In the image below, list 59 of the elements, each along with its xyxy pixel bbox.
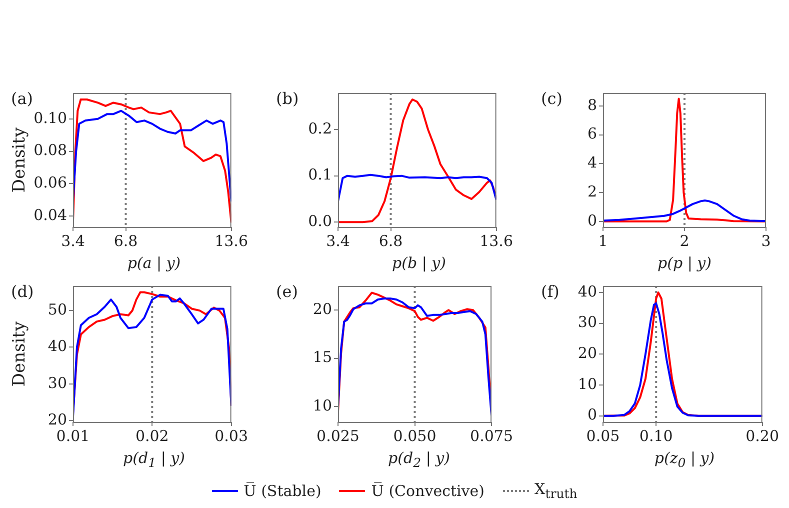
y-tick-label: 0.1 bbox=[308, 166, 332, 184]
x-axis-title: p(p | y) bbox=[656, 254, 712, 272]
x-tick-label: 0.075 bbox=[470, 426, 514, 445]
x-tick-label: 0.20 bbox=[746, 426, 780, 445]
y-tick-label: 0.10 bbox=[34, 108, 67, 127]
y-tick-label: 4 bbox=[587, 154, 597, 172]
x-tick-label: 6.8 bbox=[114, 232, 138, 250]
x-axis-title: p(z$_{0}$ | y) bbox=[653, 449, 716, 470]
x-tick-label: 3.4 bbox=[326, 232, 350, 250]
y-tick-label: 0.0 bbox=[308, 212, 332, 230]
y-axis-title: Density bbox=[10, 320, 30, 387]
y-tick-label: 8 bbox=[587, 96, 597, 114]
y-tick-label: 10 bbox=[578, 374, 597, 393]
x-tick-label: 13.6 bbox=[214, 232, 248, 250]
y-tick-label: 0 bbox=[587, 211, 597, 230]
x-tick-label: 0.01 bbox=[56, 426, 90, 445]
x-tick-label: 3.4 bbox=[61, 232, 85, 250]
x-axis-title: p(a | y) bbox=[126, 254, 182, 272]
x-tick-label: 13.6 bbox=[480, 232, 514, 250]
x-axis-title: p(d$_{2}$ | y) bbox=[387, 449, 451, 470]
y-tick-label: 0 bbox=[587, 406, 597, 424]
x-tick-label: 6.8 bbox=[378, 232, 403, 250]
x-tick-label: 1 bbox=[598, 232, 608, 250]
x-tick-label: 0.02 bbox=[135, 426, 169, 445]
legend-label: U̅ (Convective) bbox=[371, 482, 485, 500]
x-tick-label: 3 bbox=[761, 232, 771, 250]
chart-title: (f) bbox=[541, 282, 560, 301]
x-tick-label: 2 bbox=[680, 232, 690, 250]
legend-label: U̅ (Stable) bbox=[244, 482, 322, 500]
x-axis-title: p(d$_{1}$ | y) bbox=[122, 449, 186, 470]
y-tick-label: 15 bbox=[312, 348, 332, 366]
y-tick-label: 40 bbox=[48, 337, 67, 356]
y-tick-label: 20 bbox=[312, 300, 332, 318]
chart-title: (e) bbox=[276, 282, 298, 301]
y-tick-label: 0.2 bbox=[308, 119, 332, 138]
legend-label: X$_{truth}$ bbox=[534, 480, 578, 501]
y-tick-label: 0.08 bbox=[34, 141, 67, 160]
x-tick-label: 0.03 bbox=[214, 426, 248, 445]
y-tick-label: 30 bbox=[48, 374, 67, 392]
y-tick-label: 20 bbox=[48, 410, 67, 428]
chart-title: (a) bbox=[11, 89, 34, 108]
x-axis-title: p(b | y) bbox=[391, 254, 447, 272]
chart-title: (b) bbox=[276, 89, 299, 108]
chart-title: (c) bbox=[541, 89, 562, 108]
y-tick-label: 40 bbox=[578, 282, 597, 300]
y-tick-label: 10 bbox=[312, 396, 332, 414]
x-tick-label: 0.05 bbox=[586, 426, 620, 445]
y-tick-label: 50 bbox=[48, 300, 67, 318]
y-tick-label: 0.06 bbox=[34, 174, 67, 192]
y-axis-title: Density bbox=[10, 126, 30, 193]
y-tick-label: 30 bbox=[578, 313, 597, 332]
y-tick-label: 0.04 bbox=[34, 206, 67, 224]
y-tick-label: 20 bbox=[578, 344, 597, 362]
x-tick-label: 0.050 bbox=[393, 426, 436, 445]
y-tick-label: 2 bbox=[587, 182, 597, 200]
x-tick-label: 0.025 bbox=[316, 426, 360, 445]
x-tick-label: 0.10 bbox=[639, 426, 673, 445]
chart-title: (d) bbox=[11, 282, 34, 301]
y-tick-label: 6 bbox=[587, 124, 597, 143]
